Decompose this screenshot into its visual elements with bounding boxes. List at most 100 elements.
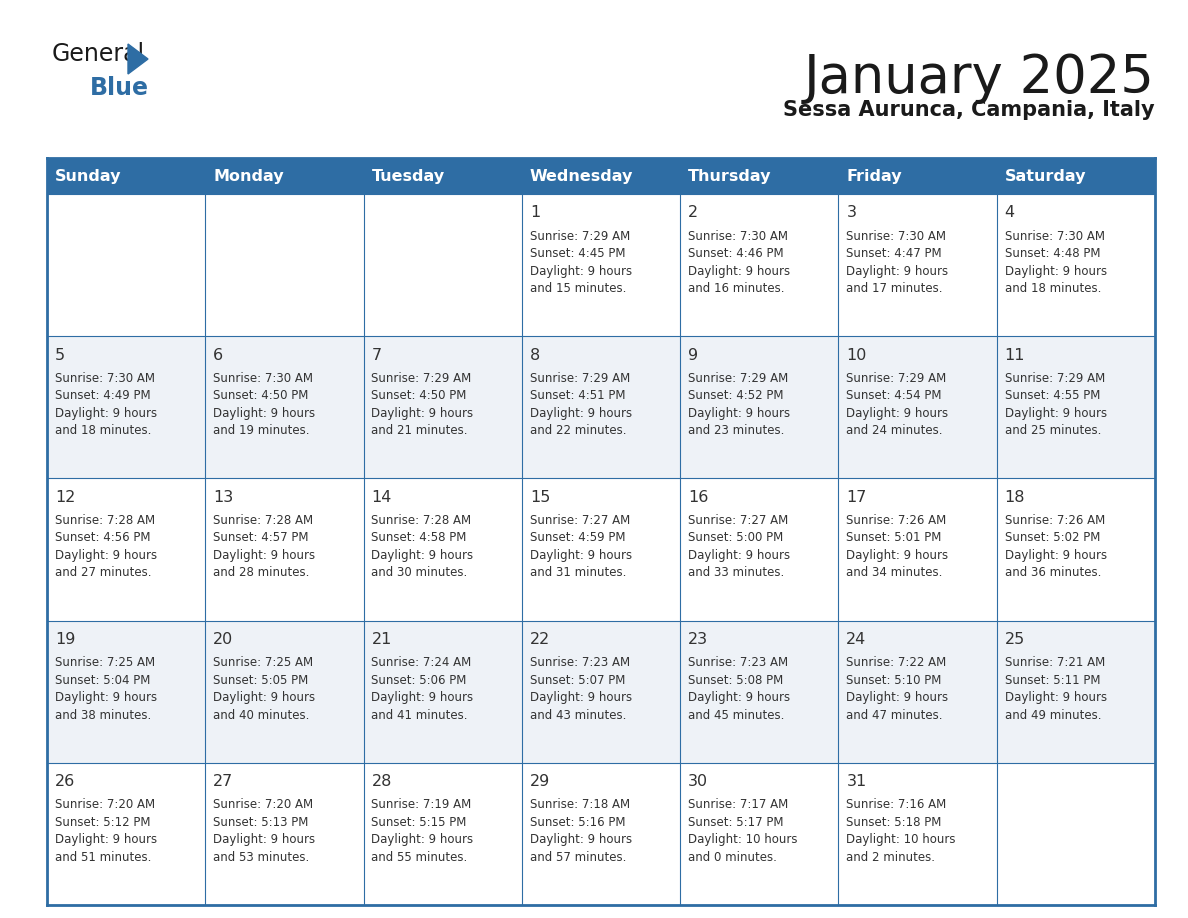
Text: Sunrise: 7:28 AM
Sunset: 4:58 PM
Daylight: 9 hours
and 30 minutes.: Sunrise: 7:28 AM Sunset: 4:58 PM Dayligh… [372, 514, 474, 579]
Bar [206, 158, 364, 194]
Text: Sunrise: 7:20 AM
Sunset: 5:12 PM
Daylight: 9 hours
and 51 minutes.: Sunrise: 7:20 AM Sunset: 5:12 PM Dayligh… [55, 799, 157, 864]
Text: 2: 2 [688, 206, 699, 220]
Bar [48, 336, 206, 478]
Text: Sunrise: 7:30 AM
Sunset: 4:50 PM
Daylight: 9 hours
and 19 minutes.: Sunrise: 7:30 AM Sunset: 4:50 PM Dayligh… [213, 372, 315, 437]
Text: Friday: Friday [846, 169, 902, 184]
Text: Blue: Blue [90, 76, 148, 100]
Bar [206, 763, 364, 905]
Text: 21: 21 [372, 632, 392, 647]
Text: 17: 17 [846, 490, 867, 505]
Bar [839, 336, 997, 478]
Text: Sunrise: 7:17 AM
Sunset: 5:17 PM
Daylight: 10 hours
and 0 minutes.: Sunrise: 7:17 AM Sunset: 5:17 PM Dayligh… [688, 799, 797, 864]
Bar [364, 336, 522, 478]
Text: 4: 4 [1005, 206, 1015, 220]
Bar [206, 621, 364, 763]
Text: Sunday: Sunday [55, 169, 121, 184]
Text: Sunrise: 7:28 AM
Sunset: 4:57 PM
Daylight: 9 hours
and 28 minutes.: Sunrise: 7:28 AM Sunset: 4:57 PM Dayligh… [213, 514, 315, 579]
Text: Sunrise: 7:25 AM
Sunset: 5:05 PM
Daylight: 9 hours
and 40 minutes.: Sunrise: 7:25 AM Sunset: 5:05 PM Dayligh… [213, 656, 315, 722]
Bar [997, 194, 1155, 336]
Text: 1: 1 [530, 206, 541, 220]
Text: Sunrise: 7:23 AM
Sunset: 5:07 PM
Daylight: 9 hours
and 43 minutes.: Sunrise: 7:23 AM Sunset: 5:07 PM Dayligh… [530, 656, 632, 722]
Text: Sunrise: 7:29 AM
Sunset: 4:52 PM
Daylight: 9 hours
and 23 minutes.: Sunrise: 7:29 AM Sunset: 4:52 PM Dayligh… [688, 372, 790, 437]
Text: 8: 8 [530, 348, 541, 363]
Bar [839, 621, 997, 763]
Bar [48, 763, 206, 905]
Text: Sunrise: 7:30 AM
Sunset: 4:47 PM
Daylight: 9 hours
and 17 minutes.: Sunrise: 7:30 AM Sunset: 4:47 PM Dayligh… [846, 230, 948, 295]
Text: 20: 20 [213, 632, 234, 647]
Text: Monday: Monday [213, 169, 284, 184]
Bar [522, 478, 681, 621]
Bar [48, 158, 206, 194]
Bar [206, 478, 364, 621]
Text: 6: 6 [213, 348, 223, 363]
Text: Wednesday: Wednesday [530, 169, 633, 184]
Text: Sunrise: 7:28 AM
Sunset: 4:56 PM
Daylight: 9 hours
and 27 minutes.: Sunrise: 7:28 AM Sunset: 4:56 PM Dayligh… [55, 514, 157, 579]
Text: Sunrise: 7:30 AM
Sunset: 4:49 PM
Daylight: 9 hours
and 18 minutes.: Sunrise: 7:30 AM Sunset: 4:49 PM Dayligh… [55, 372, 157, 437]
Bar [48, 194, 206, 336]
Bar [839, 478, 997, 621]
Polygon shape [128, 44, 148, 74]
Text: 25: 25 [1005, 632, 1025, 647]
Text: 27: 27 [213, 774, 234, 789]
Bar [206, 194, 364, 336]
Text: Tuesday: Tuesday [372, 169, 444, 184]
Bar [997, 621, 1155, 763]
Text: 7: 7 [372, 348, 381, 363]
Text: 16: 16 [688, 490, 708, 505]
Text: Sunrise: 7:29 AM
Sunset: 4:50 PM
Daylight: 9 hours
and 21 minutes.: Sunrise: 7:29 AM Sunset: 4:50 PM Dayligh… [372, 372, 474, 437]
Bar [48, 478, 206, 621]
Text: 24: 24 [846, 632, 866, 647]
Text: Sunrise: 7:29 AM
Sunset: 4:45 PM
Daylight: 9 hours
and 15 minutes.: Sunrise: 7:29 AM Sunset: 4:45 PM Dayligh… [530, 230, 632, 295]
Bar [839, 763, 997, 905]
Text: 22: 22 [530, 632, 550, 647]
Text: Sunrise: 7:21 AM
Sunset: 5:11 PM
Daylight: 9 hours
and 49 minutes.: Sunrise: 7:21 AM Sunset: 5:11 PM Dayligh… [1005, 656, 1107, 722]
Bar [522, 621, 681, 763]
Text: Sunrise: 7:27 AM
Sunset: 4:59 PM
Daylight: 9 hours
and 31 minutes.: Sunrise: 7:27 AM Sunset: 4:59 PM Dayligh… [530, 514, 632, 579]
Bar [839, 194, 997, 336]
Bar [681, 621, 839, 763]
Text: Sunrise: 7:29 AM
Sunset: 4:54 PM
Daylight: 9 hours
and 24 minutes.: Sunrise: 7:29 AM Sunset: 4:54 PM Dayligh… [846, 372, 948, 437]
Bar [839, 158, 997, 194]
Text: 29: 29 [530, 774, 550, 789]
Bar [681, 478, 839, 621]
Text: Sunrise: 7:27 AM
Sunset: 5:00 PM
Daylight: 9 hours
and 33 minutes.: Sunrise: 7:27 AM Sunset: 5:00 PM Dayligh… [688, 514, 790, 579]
Bar [364, 621, 522, 763]
Bar [364, 763, 522, 905]
Text: 11: 11 [1005, 348, 1025, 363]
Text: Sunrise: 7:25 AM
Sunset: 5:04 PM
Daylight: 9 hours
and 38 minutes.: Sunrise: 7:25 AM Sunset: 5:04 PM Dayligh… [55, 656, 157, 722]
Text: 14: 14 [372, 490, 392, 505]
Bar [997, 158, 1155, 194]
Bar [997, 336, 1155, 478]
Text: Sunrise: 7:29 AM
Sunset: 4:51 PM
Daylight: 9 hours
and 22 minutes.: Sunrise: 7:29 AM Sunset: 4:51 PM Dayligh… [530, 372, 632, 437]
Text: Sunrise: 7:18 AM
Sunset: 5:16 PM
Daylight: 9 hours
and 57 minutes.: Sunrise: 7:18 AM Sunset: 5:16 PM Dayligh… [530, 799, 632, 864]
Text: 5: 5 [55, 348, 65, 363]
Text: Sunrise: 7:20 AM
Sunset: 5:13 PM
Daylight: 9 hours
and 53 minutes.: Sunrise: 7:20 AM Sunset: 5:13 PM Dayligh… [213, 799, 315, 864]
Text: Sunrise: 7:30 AM
Sunset: 4:48 PM
Daylight: 9 hours
and 18 minutes.: Sunrise: 7:30 AM Sunset: 4:48 PM Dayligh… [1005, 230, 1107, 295]
Bar [681, 194, 839, 336]
Bar [522, 194, 681, 336]
Text: Sunrise: 7:19 AM
Sunset: 5:15 PM
Daylight: 9 hours
and 55 minutes.: Sunrise: 7:19 AM Sunset: 5:15 PM Dayligh… [372, 799, 474, 864]
Text: Sunrise: 7:29 AM
Sunset: 4:55 PM
Daylight: 9 hours
and 25 minutes.: Sunrise: 7:29 AM Sunset: 4:55 PM Dayligh… [1005, 372, 1107, 437]
Bar [522, 336, 681, 478]
Text: Sunrise: 7:26 AM
Sunset: 5:01 PM
Daylight: 9 hours
and 34 minutes.: Sunrise: 7:26 AM Sunset: 5:01 PM Dayligh… [846, 514, 948, 579]
Bar [681, 158, 839, 194]
Text: Sunrise: 7:26 AM
Sunset: 5:02 PM
Daylight: 9 hours
and 36 minutes.: Sunrise: 7:26 AM Sunset: 5:02 PM Dayligh… [1005, 514, 1107, 579]
Bar [522, 158, 681, 194]
Text: 13: 13 [213, 490, 234, 505]
Text: Sessa Aurunca, Campania, Italy: Sessa Aurunca, Campania, Italy [783, 100, 1155, 120]
Text: 3: 3 [846, 206, 857, 220]
Text: 19: 19 [55, 632, 75, 647]
Text: Sunrise: 7:16 AM
Sunset: 5:18 PM
Daylight: 10 hours
and 2 minutes.: Sunrise: 7:16 AM Sunset: 5:18 PM Dayligh… [846, 799, 956, 864]
Text: 10: 10 [846, 348, 867, 363]
Bar [364, 158, 522, 194]
Text: General: General [52, 42, 145, 66]
Text: Sunrise: 7:30 AM
Sunset: 4:46 PM
Daylight: 9 hours
and 16 minutes.: Sunrise: 7:30 AM Sunset: 4:46 PM Dayligh… [688, 230, 790, 295]
Bar [997, 478, 1155, 621]
Bar [522, 763, 681, 905]
Text: 18: 18 [1005, 490, 1025, 505]
Text: 12: 12 [55, 490, 75, 505]
Text: 31: 31 [846, 774, 866, 789]
Text: Sunrise: 7:23 AM
Sunset: 5:08 PM
Daylight: 9 hours
and 45 minutes.: Sunrise: 7:23 AM Sunset: 5:08 PM Dayligh… [688, 656, 790, 722]
Text: 28: 28 [372, 774, 392, 789]
Bar [48, 621, 206, 763]
